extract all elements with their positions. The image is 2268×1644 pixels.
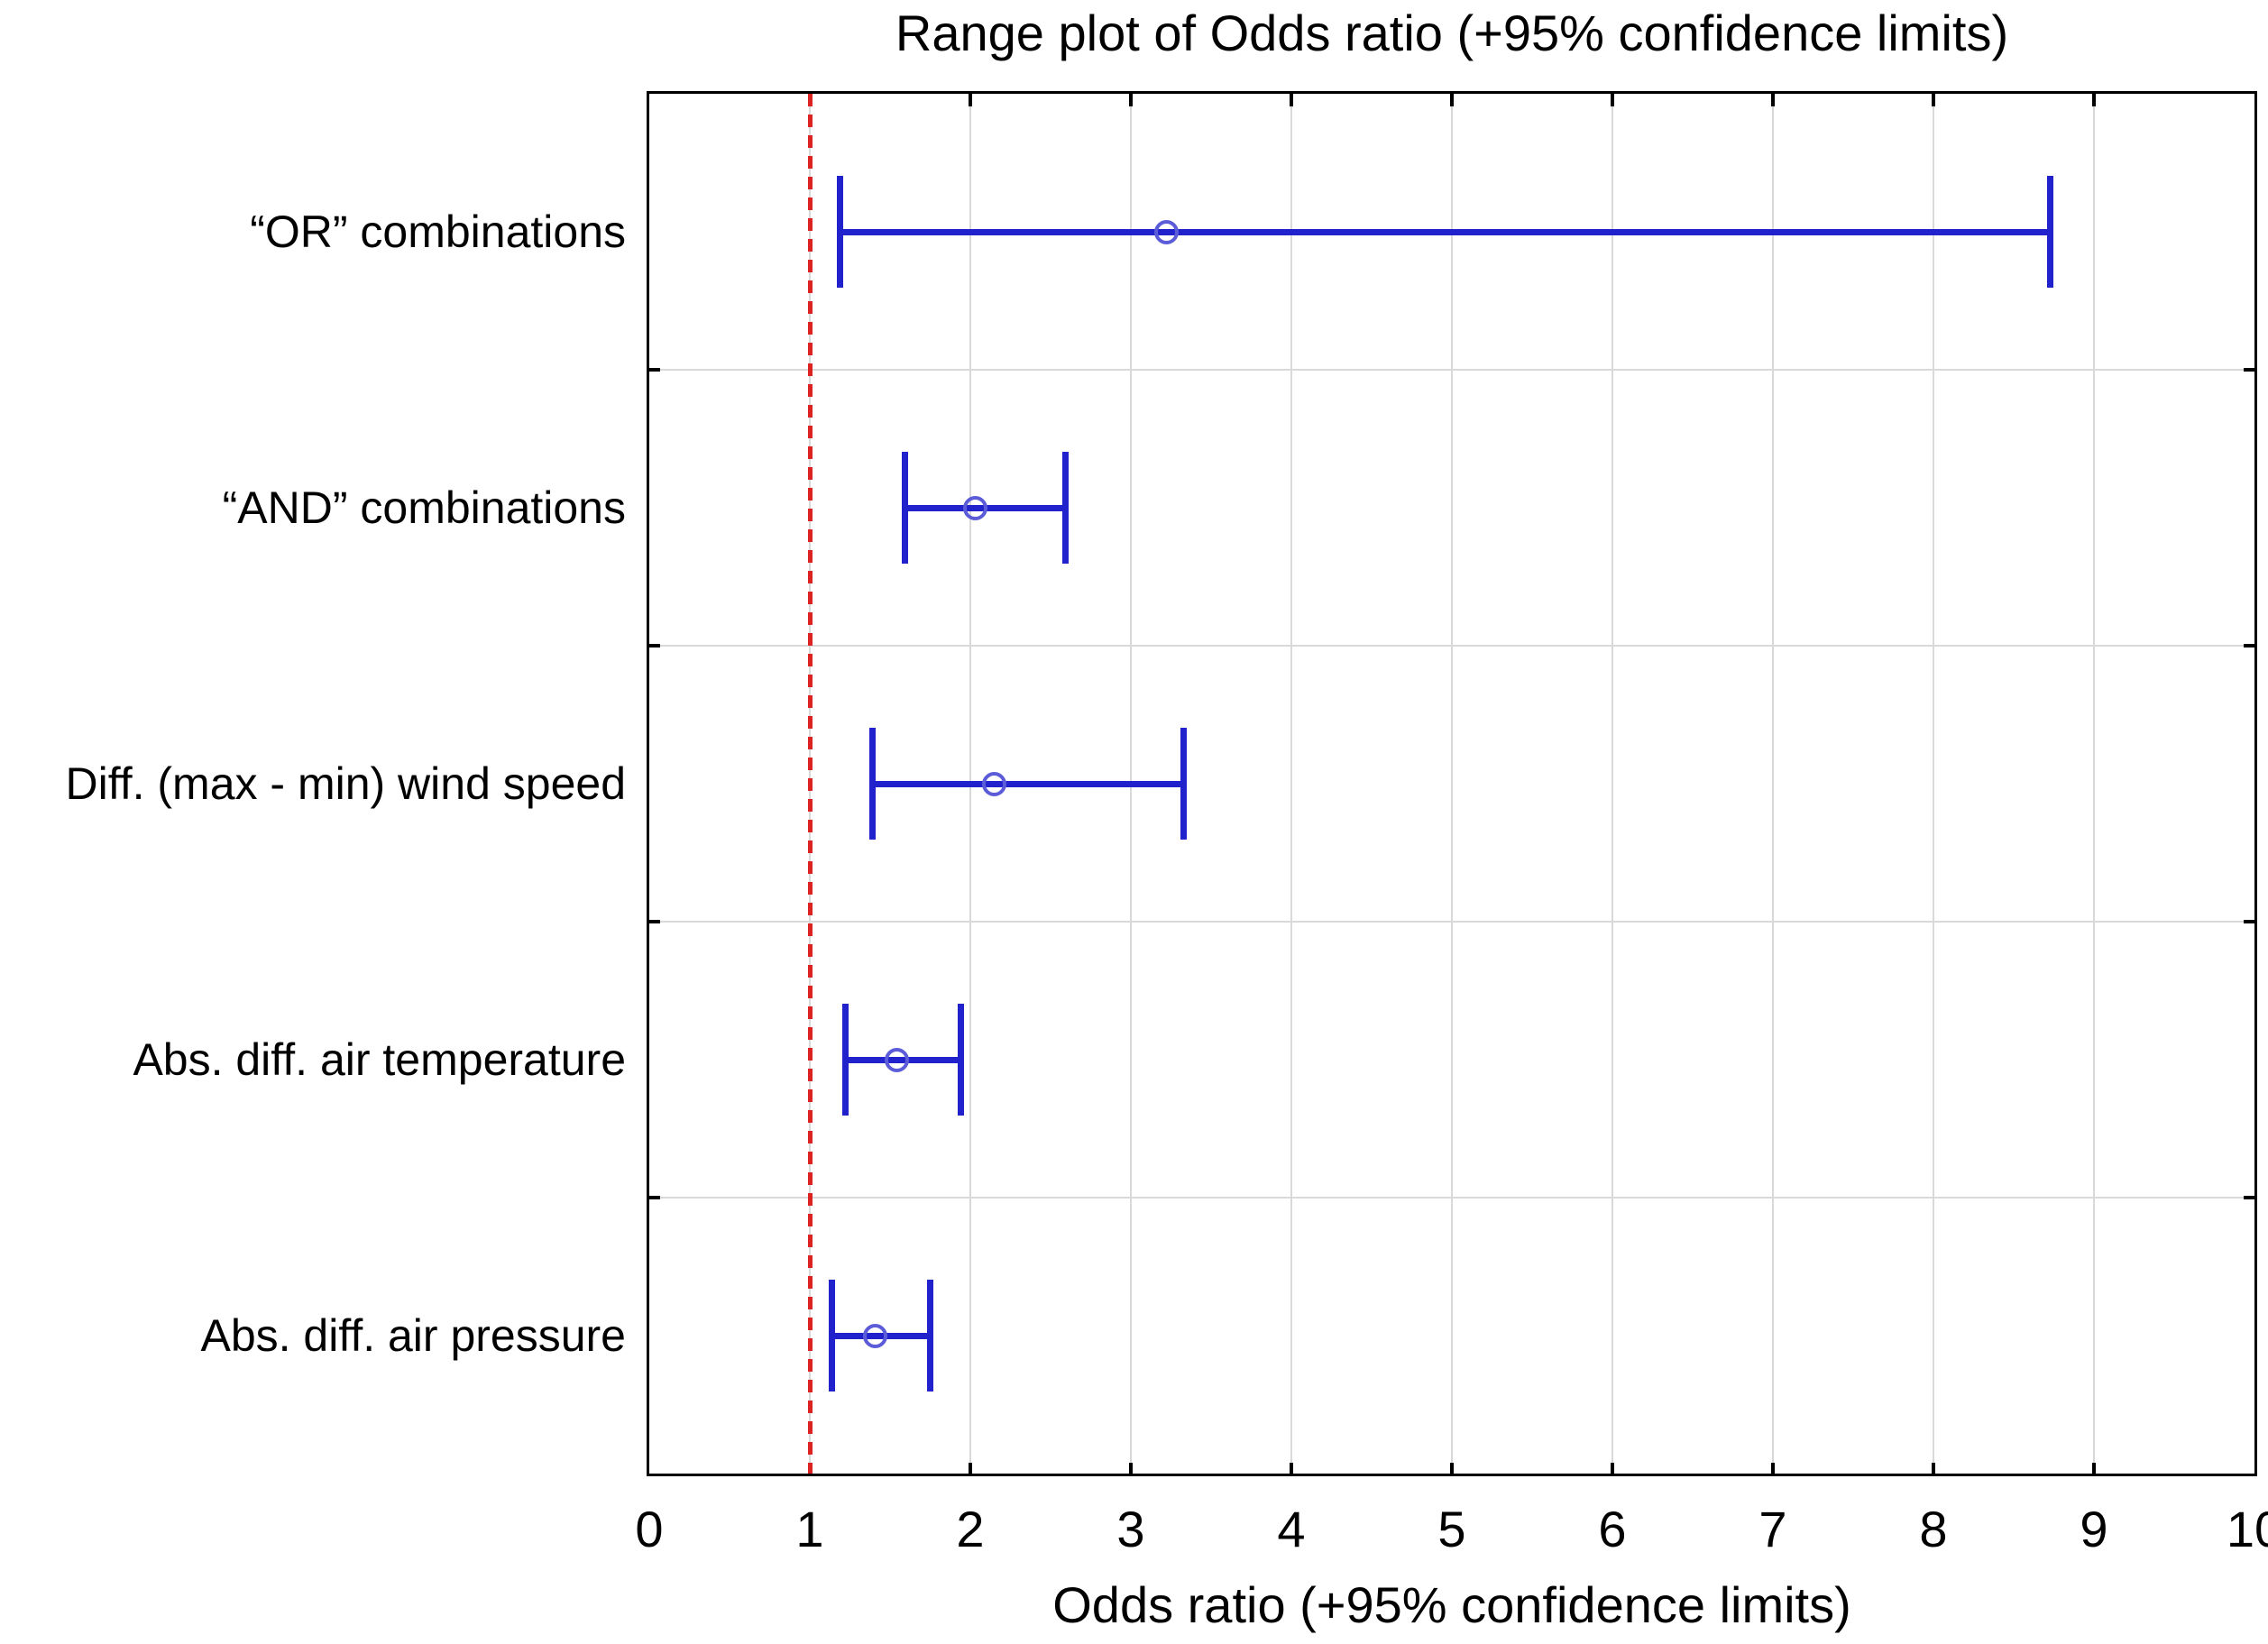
ci-upper-cap — [2047, 176, 2054, 288]
ci-upper-cap — [957, 1004, 964, 1116]
horizontal-gridline — [649, 645, 2254, 647]
plot-area — [647, 91, 2257, 1476]
horizontal-gridline — [649, 369, 2254, 371]
x-axis-tick-bottom — [1611, 1463, 1614, 1474]
x-axis-tick-label: 5 — [1437, 1501, 1466, 1557]
x-axis-label: Odds ratio (+95% confidence limits) — [1052, 1576, 1851, 1633]
x-axis-tick-top — [2092, 94, 2096, 106]
x-axis-tick-top — [1611, 94, 1614, 106]
y-axis-tick-right — [2244, 1196, 2254, 1199]
x-axis-tick-label: 6 — [1598, 1501, 1627, 1557]
odds-ratio-marker — [863, 1323, 888, 1348]
category-label: “OR” combinations — [250, 207, 626, 257]
ci-lower-cap — [901, 452, 908, 564]
ci-lower-cap — [829, 1280, 836, 1391]
odds-ratio-marker — [982, 771, 1007, 796]
x-axis-tick-top — [1771, 94, 1775, 106]
odds-ratio-marker — [884, 1047, 909, 1072]
x-axis-tick-label: 3 — [1116, 1501, 1145, 1557]
x-axis-tick-label: 2 — [956, 1501, 985, 1557]
vertical-gridline — [1451, 94, 1453, 1474]
x-axis-tick-bottom — [1129, 1463, 1133, 1474]
category-label: “AND” combinations — [222, 482, 626, 533]
vertical-gridline — [1772, 94, 1774, 1474]
x-axis-tick-label: 4 — [1277, 1501, 1306, 1557]
y-axis-tick-left — [649, 644, 660, 647]
category-label: Abs. diff. air pressure — [200, 1310, 626, 1361]
confidence-interval-line — [872, 780, 1184, 787]
x-axis-tick-label: 8 — [1919, 1501, 1948, 1557]
x-axis-tick-bottom — [2092, 1463, 2096, 1474]
odds-ratio-marker — [1153, 219, 1179, 244]
x-axis-tick-top — [1290, 94, 1293, 106]
y-axis-tick-right — [2244, 368, 2254, 372]
ci-lower-cap — [868, 728, 876, 840]
odds-ratio-marker — [962, 495, 987, 520]
vertical-gridline — [1611, 94, 1613, 1474]
vertical-gridline — [1290, 94, 1292, 1474]
x-axis-tick-bottom — [1290, 1463, 1293, 1474]
x-axis-tick-top — [969, 94, 972, 106]
vertical-gridline — [1933, 94, 1934, 1474]
x-axis-tick-top — [1932, 94, 1935, 106]
x-axis-tick-label: 9 — [2080, 1501, 2108, 1557]
y-axis-tick-right — [2244, 920, 2254, 923]
x-axis-tick-bottom — [1932, 1463, 1935, 1474]
x-axis-tick-bottom — [1771, 1463, 1775, 1474]
chart-title: Range plot of Odds ratio (+95% confidenc… — [895, 5, 2009, 61]
category-label: Abs. diff. air temperature — [133, 1034, 626, 1085]
x-axis-tick-label: 1 — [795, 1501, 824, 1557]
x-axis-tick-label: 0 — [635, 1501, 664, 1557]
x-axis-tick-top — [1450, 94, 1454, 106]
confidence-interval-line — [840, 228, 2051, 235]
horizontal-gridline — [649, 921, 2254, 923]
x-axis-tick-label: 7 — [1758, 1501, 1787, 1557]
ci-upper-cap — [1061, 452, 1069, 564]
x-axis-tick-top — [1129, 94, 1133, 106]
y-axis-tick-left — [649, 1196, 660, 1199]
y-axis-tick-left — [649, 368, 660, 372]
y-axis-tick-left — [649, 920, 660, 923]
ci-lower-cap — [841, 1004, 849, 1116]
ci-upper-cap — [1180, 728, 1188, 840]
ci-upper-cap — [927, 1280, 933, 1391]
vertical-gridline — [2093, 94, 2095, 1474]
x-axis-tick-bottom — [969, 1463, 972, 1474]
x-axis-tick-label: 10 — [2226, 1501, 2268, 1557]
horizontal-gridline — [649, 1197, 2254, 1199]
y-axis-tick-right — [2244, 644, 2254, 647]
x-axis-tick-bottom — [1450, 1463, 1454, 1474]
ci-lower-cap — [837, 176, 844, 288]
category-label: Diff. (max - min) wind speed — [65, 758, 626, 809]
reference-line — [808, 94, 813, 1474]
